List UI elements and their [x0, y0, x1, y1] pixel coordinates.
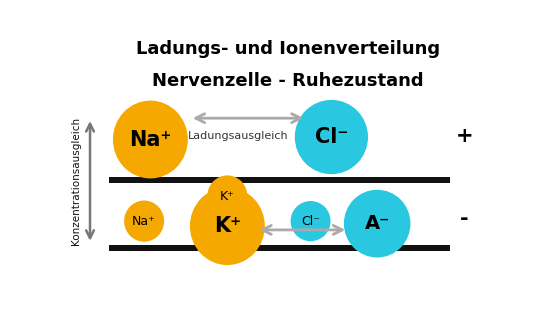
Text: Nervenzelle - Ruhezustand: Nervenzelle - Ruhezustand: [152, 72, 424, 90]
Text: Ladungs- und Ionenverteilung: Ladungs- und Ionenverteilung: [136, 40, 440, 58]
Ellipse shape: [113, 101, 188, 178]
Text: Na⁺: Na⁺: [132, 215, 156, 228]
Text: Cl⁻: Cl⁻: [301, 215, 320, 228]
Text: Ladungsausgleich: Ladungsausgleich: [187, 131, 288, 141]
Ellipse shape: [344, 190, 410, 258]
Bar: [108, 177, 450, 184]
Text: A⁻: A⁻: [365, 214, 390, 233]
Text: +: +: [456, 126, 474, 146]
Ellipse shape: [295, 100, 368, 174]
Text: K⁺: K⁺: [214, 216, 241, 236]
Text: Cl⁻: Cl⁻: [315, 127, 348, 147]
Ellipse shape: [291, 201, 331, 241]
Bar: [108, 245, 450, 251]
Text: K⁺: K⁺: [220, 189, 235, 202]
Text: Konzentrationsausgleich: Konzentrationsausgleich: [71, 117, 81, 245]
Text: Na⁺: Na⁺: [129, 129, 171, 150]
Text: -: -: [460, 209, 469, 229]
Ellipse shape: [124, 200, 164, 242]
Ellipse shape: [190, 187, 265, 265]
Ellipse shape: [207, 175, 248, 216]
